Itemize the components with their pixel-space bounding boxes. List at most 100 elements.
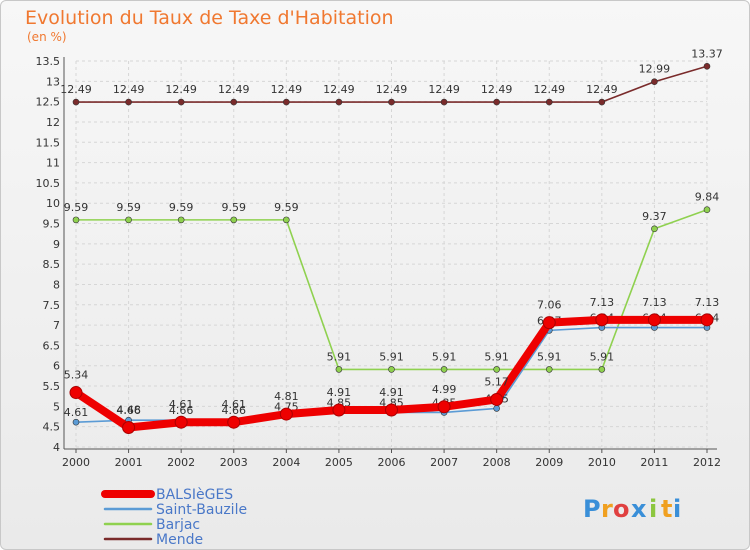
data-point	[72, 216, 80, 224]
y-tick-label: 8	[53, 278, 60, 291]
data-label: 5.91	[432, 350, 457, 363]
x-tick-label: 2010	[588, 456, 616, 469]
data-point	[72, 418, 80, 426]
data-label: 5.34	[64, 369, 89, 382]
y-tick-label: 12.5	[36, 96, 61, 109]
data-label: 4.66	[116, 404, 141, 417]
y-tick-label: 6	[53, 360, 60, 373]
data-label: 5.17	[484, 375, 509, 388]
x-tick-label: 2007	[430, 456, 458, 469]
x-tick-label: 2003	[220, 456, 248, 469]
legend-label: Barjac	[156, 517, 200, 533]
y-tick-label: 5.5	[43, 380, 61, 393]
x-tick-label: 2008	[483, 456, 511, 469]
data-point	[174, 415, 188, 429]
data-point	[651, 225, 658, 233]
data-label: 5.91	[379, 350, 404, 363]
data-point	[493, 366, 500, 373]
x-tick-label: 2001	[115, 456, 143, 469]
data-point	[490, 392, 504, 406]
data-label: 12.49	[481, 83, 513, 96]
data-point	[125, 98, 132, 106]
data-point	[647, 313, 661, 327]
y-tick-label: 12	[46, 116, 60, 129]
data-label: 9.59	[222, 201, 247, 214]
data-label: 9.59	[116, 201, 141, 214]
x-tick-label: 2012	[693, 456, 721, 469]
x-tick-label: 2004	[272, 456, 300, 469]
data-point	[72, 98, 80, 106]
logo-letter: x	[631, 495, 647, 523]
data-label: 12.49	[323, 83, 355, 96]
data-label: 12.49	[113, 83, 145, 96]
y-tick-label: 13.5	[36, 55, 61, 68]
data-label: 4.81	[274, 390, 299, 403]
data-point	[177, 98, 185, 106]
data-label: 5.91	[484, 350, 509, 363]
data-label: 7.13	[695, 296, 720, 309]
logo-letter: o	[613, 495, 630, 523]
logo-letter: i	[673, 495, 681, 523]
y-tick-label: 9	[53, 238, 60, 251]
y-tick-label: 9.5	[43, 218, 61, 231]
series-group: 12.49 12.49 12.49 12.49 12.49 12.49 12.49 12.49…	[60, 47, 723, 434]
data-point	[279, 407, 293, 421]
data-point	[703, 62, 711, 70]
data-point	[385, 403, 398, 417]
data-label: 12.49	[534, 83, 566, 96]
data-point	[493, 405, 500, 412]
data-label: 4.99	[432, 383, 457, 396]
data-point	[335, 98, 343, 106]
data-label: 9.37	[642, 210, 667, 223]
y-tick-label: 4.5	[43, 421, 61, 434]
data-point	[177, 216, 185, 224]
y-tick-label: 7	[53, 319, 60, 332]
data-point	[542, 316, 556, 330]
data-point	[230, 98, 238, 106]
data-point	[125, 216, 132, 224]
data-point	[545, 366, 553, 373]
data-point	[598, 98, 606, 106]
data-point	[122, 420, 136, 434]
data-label: 4.66	[169, 404, 194, 417]
x-axis: 2000 2001 2002 2003 2004 2005 2006 2007 2008 2009…	[62, 448, 721, 469]
data-label: 12.49	[376, 83, 408, 96]
data-point	[230, 216, 238, 224]
data-label: 9.84	[695, 191, 720, 204]
x-tick-label: 2000	[62, 456, 90, 469]
data-label: 5.91	[327, 350, 352, 363]
chart-subtitle: (en %)	[27, 30, 67, 44]
logo-letter: P	[583, 495, 601, 523]
data-point	[703, 206, 711, 214]
data-label: 13.37	[691, 47, 723, 60]
legend-label: BALSIèGES	[156, 487, 233, 503]
grid	[75, 60, 708, 448]
data-label: 4.61	[64, 406, 89, 419]
data-point	[335, 366, 343, 373]
data-label: 12.49	[271, 83, 303, 96]
y-tick-label: 11.5	[36, 136, 61, 149]
data-label: 4.48	[116, 403, 141, 416]
data-point	[598, 366, 606, 373]
data-label: 7.13	[642, 296, 667, 309]
data-label: 9.59	[274, 201, 299, 214]
data-label: 4.61	[222, 398, 247, 411]
data-point	[283, 98, 290, 106]
data-label: 9.59	[64, 201, 89, 214]
data-label: 12.49	[165, 83, 197, 96]
y-tick-label: 13	[46, 75, 60, 88]
data-label: 7.13	[590, 296, 615, 309]
data-point	[283, 216, 290, 224]
data-label: 12.49	[218, 83, 250, 96]
logo-letter: i	[649, 495, 657, 523]
data-label: 5.91	[537, 350, 562, 363]
data-point	[227, 415, 241, 429]
data-point	[440, 98, 448, 106]
data-label: 4.91	[327, 386, 352, 399]
y-tick-label: 10.5	[36, 177, 61, 190]
data-label: 7.06	[537, 299, 562, 312]
